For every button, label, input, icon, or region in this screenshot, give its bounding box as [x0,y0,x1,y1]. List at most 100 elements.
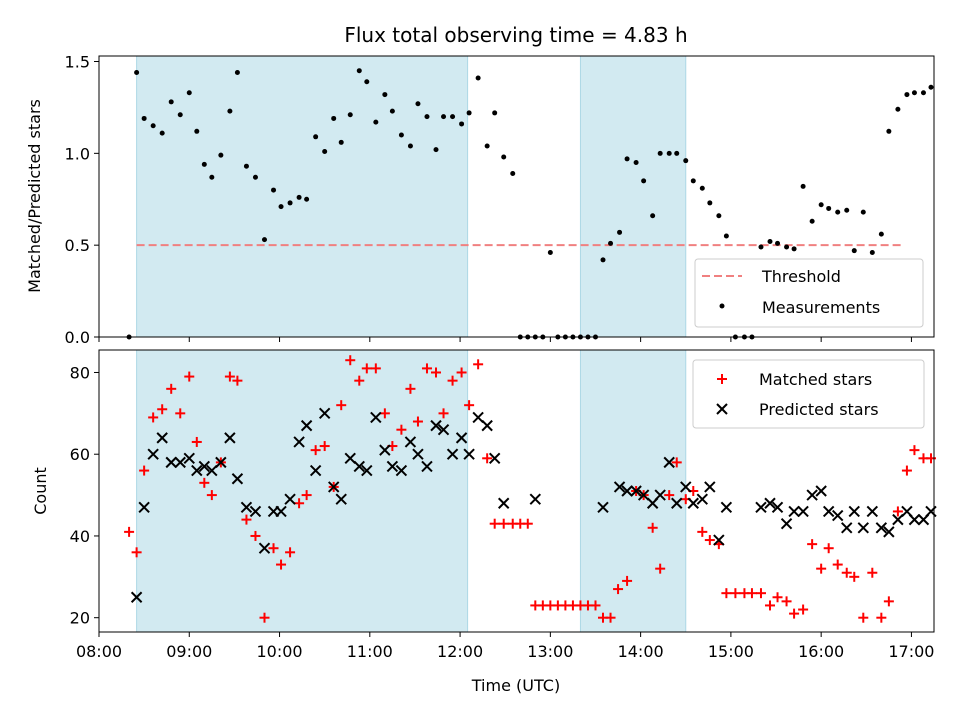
measurement-point [826,205,832,211]
top-panel: 0.0 0.5 1.0 1.5 Flux total observing time =… [25,23,935,347]
predicted-point-b [764,497,776,509]
x-tick-label: 11:00 [347,642,393,661]
matched-point [697,526,708,537]
observing-spans-bottom [136,349,687,633]
predicted-point [309,464,322,477]
matched-point [647,522,658,533]
predicted-point [755,501,767,514]
predicted-point [488,452,501,465]
matched-point [522,518,533,529]
predicted-point [630,485,642,497]
legend-predicted-marker-b [716,403,728,415]
matched-point [139,465,150,476]
predicted-point [841,522,853,534]
predicted-point [883,526,895,538]
predicted-point-b [529,493,542,505]
predicted-point-b [395,464,408,477]
matched-point [301,490,312,501]
measurement-point [775,240,781,246]
observing-span [136,349,469,633]
predicted-point [671,497,683,509]
measurement-point [835,209,841,215]
measurement-point [459,121,465,127]
matched-point [361,363,372,374]
predicted-point-b [806,489,818,501]
predicted-point [275,505,287,518]
predicted-star-points [130,407,937,603]
predicted-point-b [284,493,296,505]
predicted-point [892,513,904,526]
matched-point [901,465,912,476]
matched-point [175,408,186,419]
measurement-point [382,92,388,98]
predicted-point-b [215,456,227,469]
matched-point [354,375,365,386]
matched-point [473,359,484,370]
bottom-y-ticks: 20 40 60 80 [70,363,99,628]
matched-point [841,567,852,578]
matched-point [489,518,500,529]
measurement-point [674,150,680,156]
matched-point [622,575,633,586]
measurement-point [784,244,790,250]
predicted-point-b [841,522,853,534]
matched-star-points [124,355,936,623]
predicted-point [174,456,186,469]
observing-span [136,55,469,338]
matched-point [421,363,432,374]
predicted-point [335,493,347,505]
predicted-point-b [481,419,493,432]
top-y-ticks: 0.0 0.5 1.0 1.5 [65,53,99,347]
predicted-point [318,407,331,420]
matched-point [772,592,783,603]
predicted-point [344,452,356,465]
matched-point [224,371,235,382]
predicted-point [437,423,450,436]
predicted-point [866,505,879,518]
bottom-x-ticks: 08:00 09:00 10:00 11:00 12:00 13:00 14:00 15:00… [76,632,934,661]
predicted-point [231,473,244,485]
predicted-point [848,505,860,518]
matched-point [456,367,467,378]
matched-point [482,453,493,464]
measurement-point [547,250,553,256]
measurement-point [767,238,773,244]
matched-point [730,588,741,599]
predicted-point-b [437,423,450,436]
matched-point [131,547,142,558]
top-y-axis-label: Matched/Predicted stars [25,99,44,293]
matched-point [746,588,757,599]
predicted-point-b [613,481,626,493]
matched-point [590,600,601,611]
predicted-point-b [621,485,633,497]
predicted-point [806,489,818,501]
legend-measurements-swatch [719,303,725,309]
matched-point [789,608,800,619]
predicted-point [771,501,784,514]
predicted-point [138,501,150,514]
measurement-point [424,114,430,120]
matched-point [721,588,732,599]
predicted-point-b [275,505,287,518]
predicted-point-b [327,481,340,493]
predicted-point-b [370,411,382,424]
matched-point [798,604,809,615]
predicted-point-b [147,448,159,460]
predicted-point-b [300,419,313,432]
predicted-point [797,505,809,518]
x-tick-label: 14:00 [618,642,664,661]
bottom-y-tick-label: 40 [70,527,90,546]
predicted-point [857,522,869,534]
matched-point [199,477,210,488]
predicted-point [481,419,493,432]
measurement-point [716,213,722,219]
matched-point [671,457,682,468]
measurement-point [886,128,892,134]
measurement-point [296,194,302,200]
predicted-point [404,436,417,448]
predicted-point-b [240,501,253,514]
measurement-point [356,68,362,74]
measurement-point [484,143,490,149]
matched-point [206,490,217,501]
predicted-point-b [174,456,186,469]
